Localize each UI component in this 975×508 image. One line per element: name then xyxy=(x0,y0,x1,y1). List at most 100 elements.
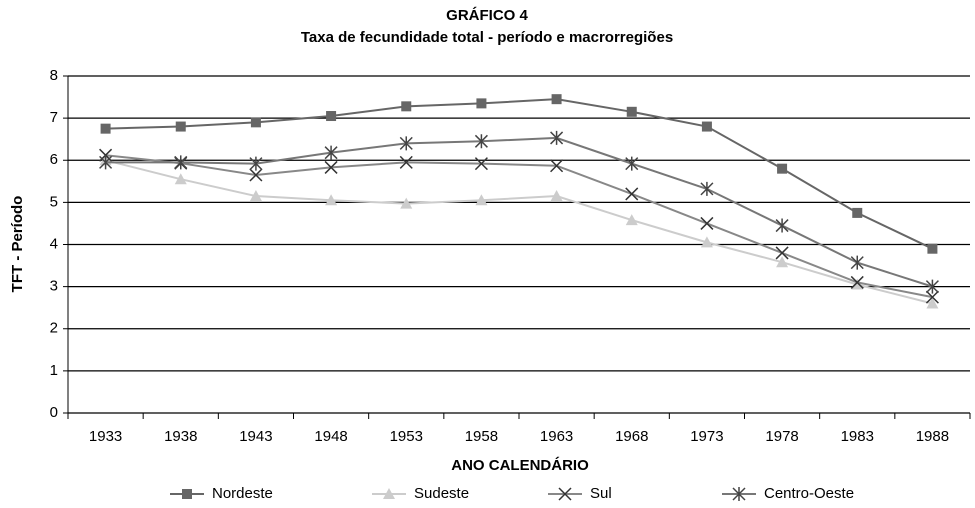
data-point xyxy=(775,218,789,233)
marker-shape xyxy=(926,297,939,309)
marker-shape xyxy=(777,163,788,174)
data-point xyxy=(625,156,639,171)
data-point xyxy=(324,160,338,174)
legend-marker xyxy=(383,488,395,499)
marker-shape xyxy=(850,275,864,289)
data-point xyxy=(249,156,263,171)
x-tick-label: 1978 xyxy=(765,428,798,445)
marker-shape xyxy=(732,487,746,501)
x-axis-label: ANO CALENDÁRIO xyxy=(451,457,589,474)
data-point xyxy=(700,236,713,248)
data-point xyxy=(700,181,714,196)
data-point xyxy=(626,106,637,117)
legend-label: Nordeste xyxy=(212,485,273,502)
legend-label: Sudeste xyxy=(414,485,469,502)
y-tick-label: 1 xyxy=(50,362,58,379)
marker-shape xyxy=(700,181,714,196)
marker-shape xyxy=(775,246,789,260)
marker-shape xyxy=(625,214,638,226)
data-point xyxy=(550,130,564,145)
marker-shape xyxy=(852,207,863,218)
marker-shape xyxy=(626,106,637,117)
x-tick-label: 1948 xyxy=(314,428,347,445)
data-point xyxy=(701,121,712,132)
data-point xyxy=(175,121,186,132)
data-point xyxy=(927,243,938,254)
marker-shape xyxy=(625,187,639,201)
data-point xyxy=(700,216,714,230)
data-point xyxy=(925,279,939,294)
data-point xyxy=(777,163,788,174)
marker-shape xyxy=(700,216,714,230)
data-point xyxy=(100,123,111,134)
marker-shape xyxy=(399,136,413,151)
x-tick-label: 1938 xyxy=(164,428,197,445)
data-point xyxy=(400,197,413,209)
legend-marker xyxy=(732,487,746,501)
x-tick-label: 1983 xyxy=(841,428,874,445)
y-tick-label: 5 xyxy=(50,193,58,210)
marker-shape xyxy=(476,98,487,109)
marker-shape xyxy=(249,156,263,171)
y-tick-label: 0 xyxy=(50,404,58,421)
data-point xyxy=(850,255,864,270)
data-point xyxy=(250,117,261,128)
series-line xyxy=(105,159,933,305)
y-tick-label: 7 xyxy=(50,109,58,126)
marker-shape xyxy=(250,117,261,128)
x-tick-label: 1968 xyxy=(615,428,648,445)
data-point xyxy=(99,155,113,170)
marker-shape xyxy=(558,487,572,501)
marker-shape xyxy=(325,194,338,206)
marker-shape xyxy=(775,218,789,233)
legend-marker xyxy=(182,489,192,499)
x-tick-label: 1973 xyxy=(690,428,723,445)
marker-shape xyxy=(474,134,488,149)
data-point xyxy=(174,155,188,170)
data-point xyxy=(474,157,488,171)
data-point xyxy=(249,190,262,202)
data-point xyxy=(324,145,338,160)
marker-shape xyxy=(400,197,413,209)
y-tick-label: 6 xyxy=(50,151,58,168)
data-point xyxy=(399,155,413,169)
legend-marker xyxy=(558,487,572,501)
marker-shape xyxy=(701,121,712,132)
marker-shape xyxy=(550,190,563,202)
marker-shape xyxy=(474,157,488,171)
data-point xyxy=(550,159,564,173)
x-tick-label: 1943 xyxy=(239,428,272,445)
marker-shape xyxy=(174,173,187,185)
data-point xyxy=(776,256,789,268)
y-tick-label: 2 xyxy=(50,320,58,337)
marker-shape xyxy=(326,111,337,122)
marker-shape xyxy=(625,156,639,171)
x-tick-label: 1933 xyxy=(89,428,122,445)
data-point xyxy=(850,275,864,289)
data-point xyxy=(625,187,639,201)
marker-shape xyxy=(324,145,338,160)
data-point xyxy=(775,246,789,260)
data-point xyxy=(326,111,337,122)
y-axis-label: TFT - Período xyxy=(9,196,26,293)
data-point xyxy=(851,278,864,290)
data-point xyxy=(925,290,939,304)
chart-title: GRÁFICO 4 xyxy=(446,7,528,24)
data-point xyxy=(475,194,488,206)
data-point xyxy=(852,207,863,218)
marker-shape xyxy=(99,155,113,170)
marker-shape xyxy=(399,155,413,169)
marker-shape xyxy=(925,279,939,294)
data-point xyxy=(399,136,413,151)
series-line xyxy=(105,136,933,288)
series-line xyxy=(105,154,933,299)
marker-shape xyxy=(851,278,864,290)
x-tick-label: 1958 xyxy=(465,428,498,445)
data-point xyxy=(551,94,562,105)
data-point xyxy=(249,168,263,182)
marker-shape xyxy=(249,168,263,182)
x-tick-label: 1963 xyxy=(540,428,573,445)
series-line xyxy=(105,98,933,250)
chart-subtitle: Taxa de fecundidade total - período e ma… xyxy=(301,29,673,46)
